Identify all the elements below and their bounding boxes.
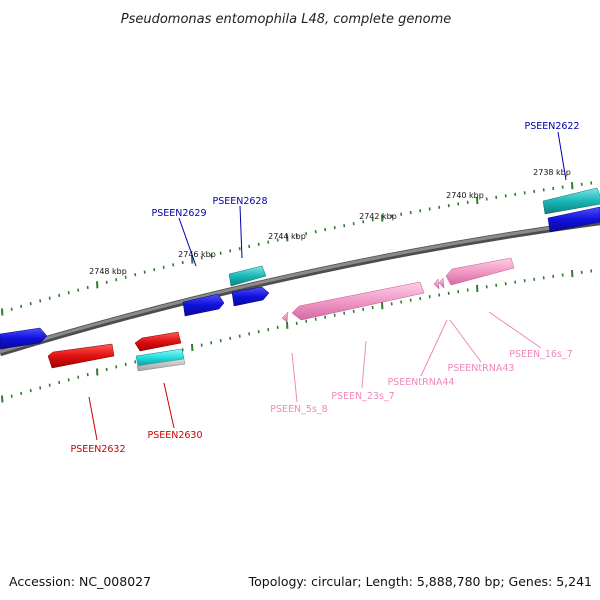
leader-line-pseen-23s-7 xyxy=(361,340,367,389)
cds-arrow-cyan-pseen2628 xyxy=(228,265,267,287)
leader-lines xyxy=(88,131,567,441)
cds-arrow-blue-right xyxy=(547,206,600,233)
tick-label-2748: 2748 kbp xyxy=(89,267,127,276)
label-pseen2628: PSEEN2628 xyxy=(212,196,267,207)
gene-labels: PSEEN2622 PSEEN2628 PSEEN2629 PSEEN2630 … xyxy=(70,121,579,455)
leader-line-pseen-16s-7 xyxy=(488,311,542,349)
leader-line-pseen2629 xyxy=(178,217,197,267)
leader-line-pseentrna44 xyxy=(420,319,448,377)
label-pseentrna43: PSEENtRNA43 xyxy=(448,363,515,374)
scale-labels: 2738 kbp 2740 kbp 2742 kbp 2744 kbp 2746… xyxy=(89,168,571,276)
leader-line-pseen2630 xyxy=(163,382,175,429)
cds-arrow-red-pseen2632 xyxy=(47,343,115,369)
label-pseentrna44: PSEENtRNA44 xyxy=(388,377,455,388)
label-pseen-16s-7: PSEEN_16s_7 xyxy=(509,349,572,360)
leader-line-pseen2632 xyxy=(88,396,98,441)
rna-arrow-pseentrna43 xyxy=(438,277,445,289)
tick-label-2746: 2746 kbp xyxy=(178,250,216,259)
cds-arrow-blue-left xyxy=(0,327,48,350)
label-pseen-5s-8: PSEEN_5s_8 xyxy=(270,404,327,415)
features xyxy=(0,187,600,372)
map-title: Pseudomonas entomophila L48, complete ge… xyxy=(121,12,452,27)
tick-label-2744: 2744 kbp xyxy=(268,232,306,241)
genome-summary-text: Topology: circular; Length: 5,888,780 bp… xyxy=(248,574,592,589)
label-pseen2632: PSEEN2632 xyxy=(70,444,125,455)
tick-label-2742: 2742 kbp xyxy=(359,212,397,221)
genome-backbone xyxy=(0,218,600,357)
rna-arrow-pseen-23s-7 xyxy=(291,281,425,321)
leader-line-pseen-5s-8 xyxy=(291,352,298,403)
label-pseen2630: PSEEN2630 xyxy=(147,430,202,441)
label-pseen2622: PSEEN2622 xyxy=(524,121,579,132)
cds-arrow-blue-pseen2629 xyxy=(182,293,225,317)
rna-arrow-pseen-16s-7 xyxy=(445,257,515,286)
tick-label-2738: 2738 kbp xyxy=(533,168,571,177)
cds-arrow-blue-pseen2628 xyxy=(231,286,270,307)
rna-arrow-pseen-5s-8 xyxy=(281,311,289,323)
accession-text: Accession: NC_008027 xyxy=(9,574,151,589)
tick-label-2740: 2740 kbp xyxy=(446,191,484,200)
scale-ticks-inner xyxy=(1,269,593,403)
label-pseen-23s-7: PSEEN_23s_7 xyxy=(331,391,394,402)
scale-ticks-outer xyxy=(1,181,593,316)
leader-line-pseen2622 xyxy=(557,131,567,181)
leader-line-pseen2628 xyxy=(239,205,243,259)
rna-arrow-pseentrna44 xyxy=(433,278,440,290)
cds-arrow-red-pseen2630 xyxy=(134,331,182,352)
label-pseen2629: PSEEN2629 xyxy=(151,208,206,219)
cds-arrow-gray xyxy=(136,358,186,372)
leader-line-pseentrna43 xyxy=(449,319,482,363)
cds-arrow-cyan-pseen2622 xyxy=(542,187,600,215)
